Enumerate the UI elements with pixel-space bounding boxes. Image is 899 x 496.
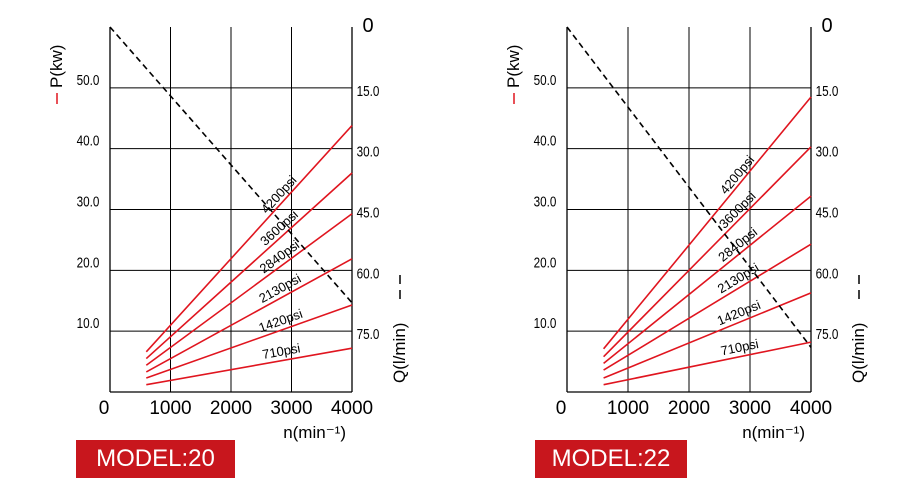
pressure-line xyxy=(603,195,812,365)
y-axis-label-right: Q(l/min) xyxy=(849,323,868,383)
y-tick-label-right: 15.0 xyxy=(357,82,380,99)
y-axis-label-left-group: P(kw) xyxy=(504,45,523,104)
y-tick-label-right: 0 xyxy=(821,15,832,37)
x-tick-label: 0 xyxy=(556,398,567,419)
y-tick-label-left: 20.0 xyxy=(77,254,100,271)
pressure-line xyxy=(602,96,812,350)
y-tick-label-left: 50.0 xyxy=(534,71,557,88)
pressure-line xyxy=(603,292,812,379)
y-tick-label-right: 30.0 xyxy=(816,143,839,160)
x-tick-label: 1000 xyxy=(607,398,649,419)
pressure-line-label: 1420psi xyxy=(715,297,763,328)
pressure-line xyxy=(146,347,353,386)
model-badge-22: MODEL:22 xyxy=(535,440,687,478)
y-tick-label-right: 45.0 xyxy=(816,204,839,221)
x-axis-label: n(min⁻¹) xyxy=(283,423,346,442)
pressure-line-label: 2130psi xyxy=(256,271,303,306)
chart-0: 10.0 20.0 30.0 40.0 50.0 0 15.0 30.0 45.0 60.0 75.… xyxy=(47,15,409,442)
pressure-line xyxy=(145,213,353,366)
pressure-line-label: 710psi xyxy=(261,340,301,361)
pressure-line xyxy=(603,243,812,371)
flow-line xyxy=(109,26,353,304)
y-tick-label-right: 45.0 xyxy=(357,204,380,221)
y-tick-label-right: 15.0 xyxy=(816,82,839,99)
x-tick-label: 2000 xyxy=(668,398,710,419)
y-tick-label-right: 60.0 xyxy=(816,265,839,282)
y-axis-label-left-group: P(kw) xyxy=(47,45,66,104)
y-axis-label-right-group: Q(l/min) xyxy=(849,273,868,383)
y-axis-label-left: P(kw) xyxy=(504,45,523,88)
x-tick-label: 1000 xyxy=(149,398,191,419)
pressure-line xyxy=(603,146,812,358)
chart-1: 10.0 20.0 30.0 40.0 50.0 0 15.0 30.0 45.0 60.0 75.… xyxy=(504,15,868,442)
pressure-line xyxy=(146,304,353,379)
x-tick-label: 2000 xyxy=(210,398,252,419)
pressure-line xyxy=(145,172,353,360)
y-tick-label-left: 50.0 xyxy=(77,71,100,88)
y-tick-label-left: 10.0 xyxy=(534,315,557,332)
y-tick-label-right: 60.0 xyxy=(357,265,380,282)
y-tick-label-left: 20.0 xyxy=(534,254,557,271)
x-tick-label: 3000 xyxy=(729,398,771,419)
x-tick-label: 4000 xyxy=(790,398,832,419)
model-badge-20: MODEL:20 xyxy=(76,440,235,478)
y-tick-label-right: 75.0 xyxy=(357,326,380,343)
y-tick-label-left: 30.0 xyxy=(534,193,557,210)
y-axis-label-right-group: Q(l/min) xyxy=(390,273,409,383)
x-tick-label: 0 xyxy=(99,398,110,419)
y-tick-label-left: 40.0 xyxy=(77,132,100,149)
pressure-line-label: 4200psi xyxy=(717,152,758,197)
pressure-line xyxy=(145,258,353,373)
x-tick-label: 3000 xyxy=(270,398,312,419)
y-axis-label-right: Q(l/min) xyxy=(390,323,409,383)
y-axis-label-left: P(kw) xyxy=(47,45,66,88)
y-tick-label-left: 30.0 xyxy=(77,193,100,210)
y-tick-label-left: 10.0 xyxy=(77,315,100,332)
pressure-line-label: 710psi xyxy=(719,336,760,358)
y-tick-label-right: 30.0 xyxy=(357,143,380,160)
y-tick-label-right: 75.0 xyxy=(816,326,839,343)
pressure-line xyxy=(145,125,353,353)
pressure-line xyxy=(603,341,812,386)
x-axis-label: n(min⁻¹) xyxy=(742,423,805,442)
y-tick-label-right: 0 xyxy=(362,15,373,37)
flow-line xyxy=(566,26,812,348)
x-tick-label: 4000 xyxy=(331,398,373,419)
y-tick-label-left: 40.0 xyxy=(534,132,557,149)
